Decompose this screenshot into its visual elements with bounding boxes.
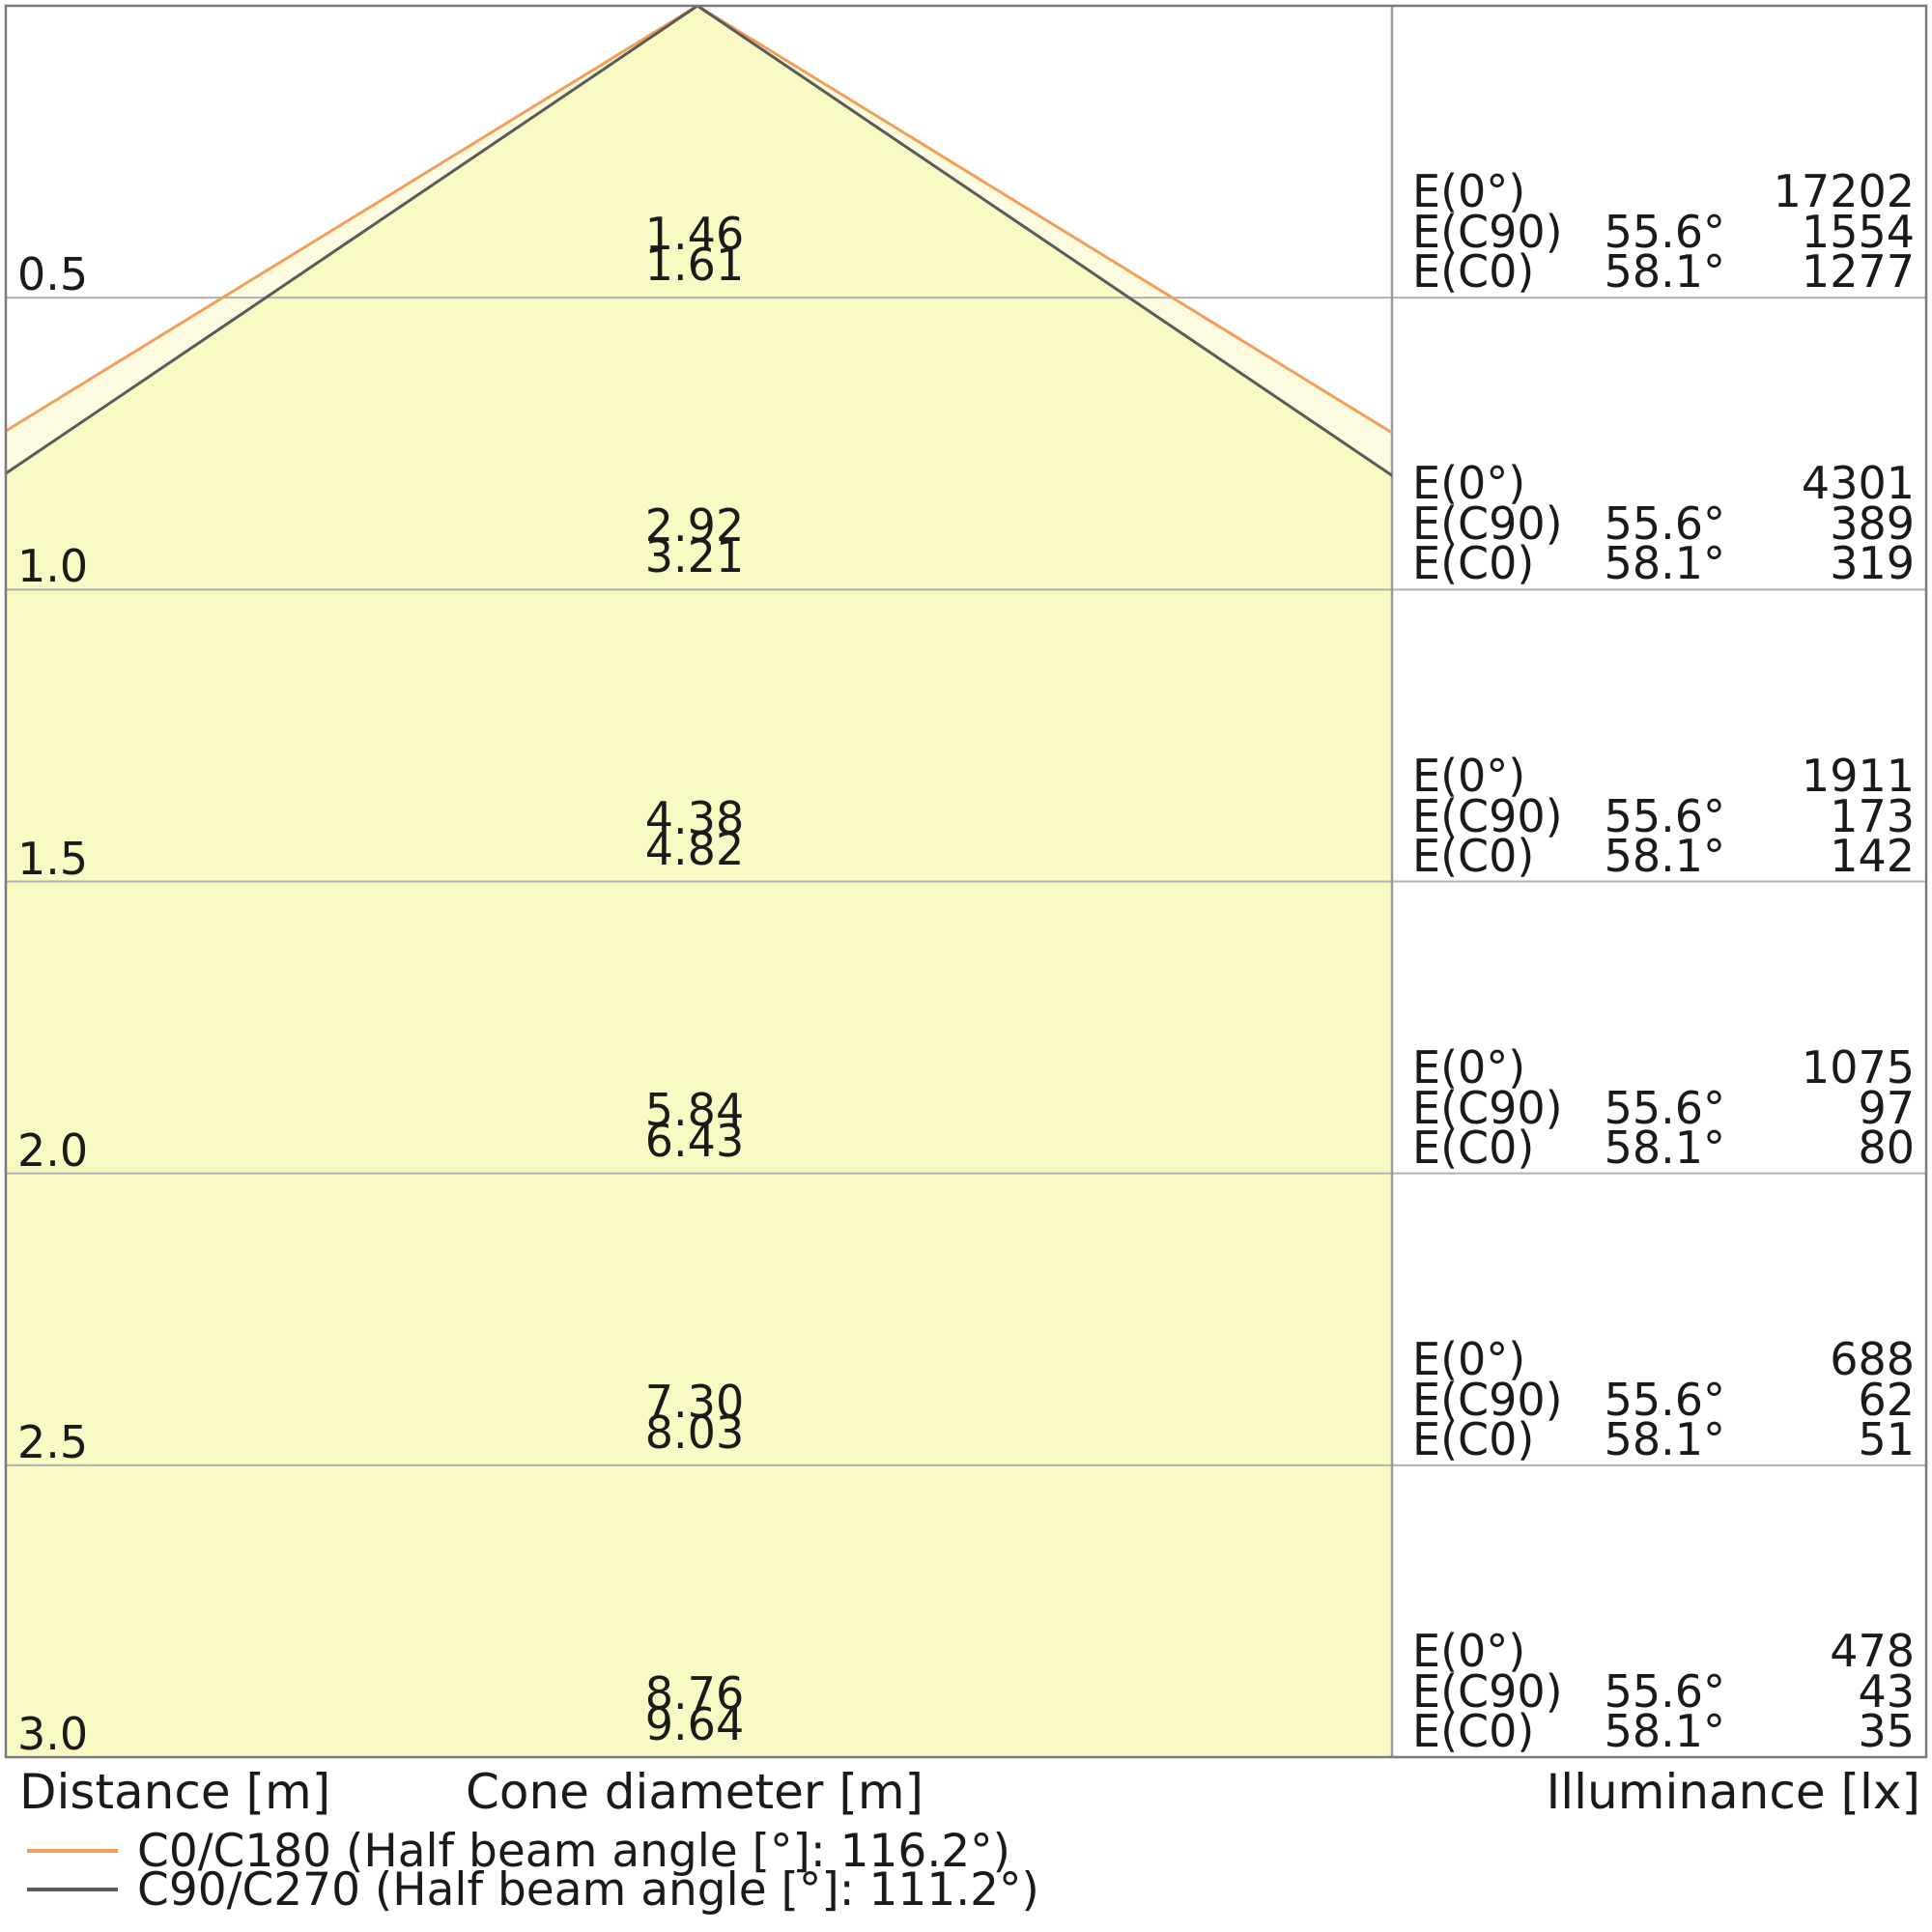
illuminance-row: E(0°) 4301 [1393,461,1926,505]
illuminance-row: E(C0) 58.1° 35 [1393,1709,1926,1753]
illuminance-metric-label: E(C90) [1412,497,1563,551]
figure-border [4,4,1928,1759]
beam-half-angle-value: 55.6° [1604,206,1725,259]
illuminance-metric-label: E(C90) [1412,1665,1563,1718]
illuminance-metric-label: E(C90) [1412,206,1563,259]
illuminance-value: 319 [1830,537,1915,590]
beam-half-angle-value: 55.6° [1604,497,1725,551]
illuminance-row: E(C90) 55.6° 173 [1393,794,1926,838]
illuminance-metric-label: E(C90) [1412,789,1563,842]
illuminance-metric-label: E(C90) [1412,1081,1563,1134]
cone-diameter-value-c0: 9.64 [644,1698,745,1750]
illuminance-value: 97 [1858,1081,1915,1134]
illuminance-row: E(C90) 55.6° 389 [1393,501,1926,546]
beam-half-angle-value: 55.6° [1604,789,1725,842]
illuminance-row: E(C0) 58.1° 142 [1393,834,1926,878]
cone-diameter-value-c90: 1.46 [644,208,745,261]
illuminance-value: 43 [1858,1665,1915,1718]
legend-label-c90: C90/C270 (Half beam angle [°]: 111.2°) [137,1862,1039,1917]
legend-line-c90-icon [27,1888,118,1891]
illuminance-value: 1911 [1801,749,1915,802]
cone-diameter-value-c90: 4.38 [644,791,745,844]
distance-tick-label: 0.5 [17,248,89,301]
illuminance-metric-label: E(C0) [1412,245,1535,298]
illuminance-metric-label: E(0°) [1412,165,1526,218]
illuminance-value: 62 [1858,1373,1915,1426]
beam-half-angle-value: 58.1° [1604,245,1725,298]
illuminance-row: E(C90) 55.6° 43 [1393,1669,1926,1714]
legend-item-c90: C90/C270 (Half beam angle [°]: 111.2°) [27,1867,1039,1913]
illuminance-value: 35 [1858,1705,1915,1757]
cone-diameter-axis-label: Cone diameter [m] [465,1764,924,1820]
cone-diameter-value-c0: 1.61 [644,239,745,292]
cone-diameter-value-c90: 5.84 [644,1083,745,1136]
beam-half-angle-value: 58.1° [1604,1412,1725,1465]
distance-axis-label: Distance [m] [19,1764,331,1820]
illuminance-row: E(C0) 58.1° 80 [1393,1125,1926,1170]
illuminance-metric-label: E(0°) [1412,1332,1526,1385]
legend-item-c0: C0/C180 (Half beam angle [°]: 116.2°) [27,1829,1039,1874]
illuminance-metric-label: E(C0) [1412,829,1535,882]
illuminance-value: 1075 [1801,1040,1915,1094]
illuminance-row: E(0°) 478 [1393,1629,1926,1673]
beam-half-angle-value: 55.6° [1604,1081,1725,1134]
illuminance-value: 51 [1858,1412,1915,1465]
illuminance-row: E(0°) 688 [1393,1337,1926,1381]
illuminance-row: E(C90) 55.6° 97 [1393,1086,1926,1130]
illuminance-value: 4301 [1801,457,1915,510]
beam-half-angle-value: 55.6° [1604,1373,1725,1426]
distance-tick-label: 2.0 [17,1123,89,1177]
illuminance-value: 80 [1858,1121,1915,1174]
legend-line-c0-icon [27,1849,118,1853]
illuminance-row: E(C0) 58.1° 1277 [1393,249,1926,294]
cone-diameter-value-c90: 8.76 [644,1667,745,1719]
illuminance-metric-label: E(0°) [1412,457,1526,510]
distance-tick-label: 1.0 [17,540,89,593]
beam-half-angle-value: 58.1° [1604,537,1725,590]
illuminance-metric-label: E(C0) [1412,1705,1535,1757]
illuminance-axis-label: Illuminance [lx] [1546,1764,1920,1820]
beam-half-angle-value: 58.1° [1604,829,1725,882]
illuminance-value: 142 [1830,829,1915,882]
illuminance-metric-label: E(0°) [1412,1625,1526,1677]
beam-half-angle-value: 58.1° [1604,1705,1725,1757]
illuminance-value: 688 [1830,1332,1915,1385]
illuminance-value: 173 [1830,789,1915,842]
cone-diameter-value-c0: 4.82 [644,822,745,875]
illuminance-row: E(C0) 58.1° 319 [1393,541,1926,585]
legend-label-c0: C0/C180 (Half beam angle [°]: 116.2°) [137,1824,1010,1878]
legend: C0/C180 (Half beam angle [°]: 116.2°) C9… [27,1829,1039,1913]
illuminance-row: E(0°) 17202 [1393,169,1926,213]
illuminance-row: E(0°) 1911 [1393,753,1926,798]
illuminance-value: 1277 [1801,245,1915,298]
cone-diameter-value-c0: 6.43 [644,1114,745,1167]
illuminance-value: 1554 [1801,206,1915,259]
illuminance-metric-label: E(C90) [1412,1373,1563,1426]
illuminance-metric-label: E(C0) [1412,1412,1535,1465]
illuminance-metric-label: E(0°) [1412,749,1526,802]
illuminance-value: 17202 [1773,165,1915,218]
beam-half-angle-value: 58.1° [1604,1121,1725,1174]
illuminance-row: E(0°) 1075 [1393,1045,1926,1090]
distance-tick-label: 3.0 [17,1708,89,1760]
distance-tick-label: 2.5 [17,1415,89,1468]
cone-diameter-value-c0: 3.21 [644,530,745,583]
illuminance-value: 389 [1830,497,1915,551]
illuminance-metric-label: E(C0) [1412,537,1535,590]
cone-diameter-value-c90: 2.92 [644,499,745,553]
illuminance-value: 478 [1830,1625,1915,1677]
cone-diameter-value-c0: 8.03 [644,1406,745,1459]
illuminance-metric-label: E(0°) [1412,1040,1526,1094]
illuminance-row: E(C90) 55.6° 62 [1393,1378,1926,1422]
cone-diameter-value-c90: 7.30 [644,1375,745,1428]
distance-tick-label: 1.5 [17,832,89,885]
illuminance-row: E(C90) 55.6° 1554 [1393,210,1926,254]
illuminance-row: E(C0) 58.1° 51 [1393,1417,1926,1462]
illuminance-metric-label: E(C0) [1412,1121,1535,1174]
beam-half-angle-value: 55.6° [1604,1665,1725,1718]
